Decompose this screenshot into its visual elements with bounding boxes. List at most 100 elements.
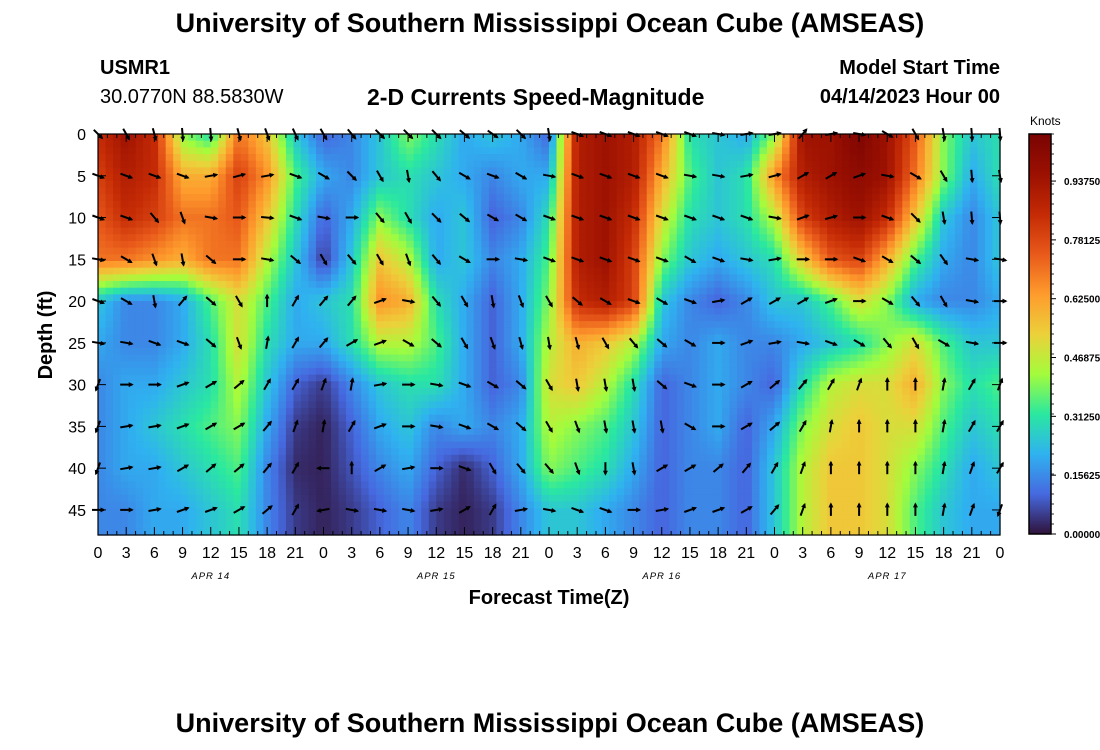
heatmap-cell [203, 180, 212, 189]
heatmap-cell [766, 167, 776, 175]
heatmap-cell [797, 267, 806, 275]
heatmap-cell [428, 140, 437, 148]
heatmap-cell [721, 200, 730, 209]
heatmap-cell [518, 334, 528, 342]
heatmap-cell [782, 160, 791, 169]
heatmap-cell [609, 294, 618, 302]
heatmap-cell [827, 167, 836, 175]
heatmap-cell [714, 247, 723, 255]
heatmap-cell [834, 147, 843, 155]
heatmap-cell [105, 361, 114, 369]
heatmap-cell [233, 260, 242, 269]
heatmap-cell [398, 134, 407, 142]
heatmap-cell [203, 194, 212, 202]
heatmap-cell [879, 394, 888, 402]
heatmap-cell [128, 408, 137, 416]
heatmap-cell [902, 207, 911, 215]
heatmap-cell [954, 301, 964, 309]
heatmap-cell [481, 134, 490, 142]
heatmap-cell [684, 287, 693, 295]
heatmap-cell [984, 194, 994, 202]
heatmap-cell [526, 401, 535, 409]
heatmap-cell [962, 287, 971, 295]
heatmap-cell [285, 347, 295, 356]
heatmap-cell [812, 281, 821, 289]
heatmap-cell [601, 187, 610, 195]
heatmap-cell [654, 174, 663, 182]
heatmap-cell [676, 381, 685, 389]
heatmap-cell [98, 267, 107, 275]
heatmap-cell [481, 387, 490, 396]
heatmap-cell [466, 408, 475, 416]
heatmap-cell [797, 281, 806, 289]
heatmap-cell [729, 281, 738, 289]
heatmap-cell [939, 361, 948, 369]
heatmap-cell [751, 234, 761, 242]
heatmap-cell [977, 180, 986, 189]
heatmap-cell [691, 374, 700, 382]
heatmap-cell [383, 220, 392, 229]
heatmap-cell [947, 367, 956, 376]
heatmap-cell [564, 147, 573, 155]
heatmap-cell [240, 354, 249, 362]
heatmap-cell [616, 334, 625, 342]
heatmap-cell [338, 194, 347, 202]
heatmap-cell [714, 347, 723, 356]
heatmap-cell [571, 240, 580, 249]
heatmap-cell [729, 267, 738, 275]
heatmap-cell [541, 281, 550, 289]
heatmap-cell [827, 200, 836, 209]
heatmap-cell [383, 314, 392, 322]
heatmap-cell [774, 374, 783, 382]
heatmap-cell [714, 267, 723, 275]
heatmap-cell [887, 314, 896, 322]
heatmap-cell [842, 154, 851, 162]
heatmap-cell [323, 361, 332, 369]
heatmap-cell [143, 301, 152, 309]
heatmap-cell [165, 154, 174, 162]
heatmap-cell [173, 367, 182, 376]
heatmap-cell [729, 287, 738, 295]
heatmap-cell [639, 354, 648, 362]
heatmap-cell [902, 167, 911, 175]
heatmap-cell [564, 341, 573, 349]
heatmap-cell [586, 334, 595, 342]
heatmap-cell [210, 274, 219, 282]
heatmap-cell [346, 387, 355, 396]
heatmap-cell [601, 294, 610, 302]
heatmap-cell [368, 267, 377, 275]
heatmap-cell [676, 294, 685, 302]
heatmap-cell [924, 354, 933, 362]
heatmap-cell [511, 274, 520, 282]
heatmap-cell [518, 387, 528, 396]
heatmap-cell [812, 140, 821, 148]
heatmap-cell [894, 240, 903, 249]
heatmap-cell [451, 254, 460, 262]
heatmap-cell [120, 307, 129, 316]
heatmap-cell [225, 220, 234, 229]
heatmap-cell [669, 240, 678, 249]
heatmap-cell [436, 294, 445, 302]
heatmap-cell [188, 174, 197, 182]
heatmap-cell [255, 301, 264, 309]
heatmap-cell [669, 401, 678, 409]
heatmap-cell [616, 387, 625, 396]
heatmap-cell [120, 240, 129, 249]
heatmap-cell [736, 347, 746, 356]
heatmap-cell [624, 247, 633, 255]
heatmap-cell [609, 301, 618, 309]
heatmap-cell [586, 160, 595, 169]
heatmap-cell [180, 367, 189, 376]
heatmap-cell [766, 341, 776, 349]
heatmap-cell [977, 240, 986, 249]
heatmap-cell [774, 167, 783, 175]
heatmap-cell [218, 301, 227, 309]
heatmap-cell [706, 307, 715, 316]
heatmap-cell [631, 134, 640, 142]
heatmap-cell [346, 354, 355, 362]
heatmap-cell [323, 274, 332, 282]
heatmap-cell [766, 160, 776, 169]
heatmap-cell [706, 287, 715, 295]
heatmap-cell [526, 167, 535, 175]
heatmap-cell [947, 301, 956, 309]
